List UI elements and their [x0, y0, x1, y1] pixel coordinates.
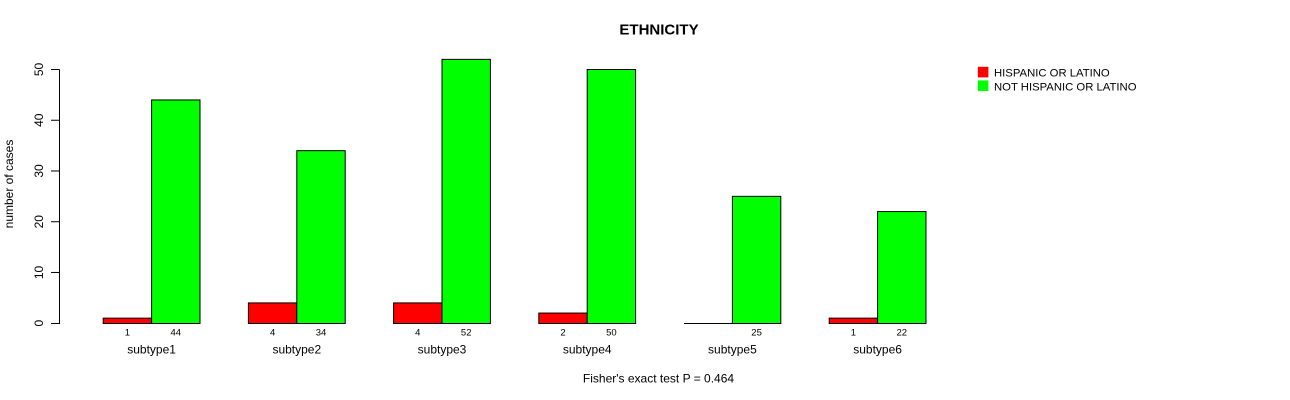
svg-text:subtype5: subtype5 [708, 343, 757, 357]
svg-text:10: 10 [32, 265, 46, 279]
svg-text:0: 0 [32, 320, 46, 327]
svg-text:30: 30 [32, 164, 46, 178]
svg-text:4: 4 [415, 328, 420, 339]
svg-text:NOT HISPANIC OR LATINO: NOT HISPANIC OR LATINO [994, 81, 1137, 93]
svg-text:4: 4 [270, 328, 275, 339]
svg-text:subtype2: subtype2 [272, 343, 321, 357]
svg-text:25: 25 [751, 328, 762, 339]
svg-text:40: 40 [32, 113, 46, 127]
svg-text:52: 52 [461, 328, 472, 339]
svg-text:subtype1: subtype1 [127, 343, 176, 357]
svg-text:20: 20 [32, 215, 46, 229]
svg-text:Fisher's exact test P = 0.464: Fisher's exact test P = 0.464 [583, 371, 734, 385]
svg-text:34: 34 [316, 328, 327, 339]
svg-text:subtype6: subtype6 [853, 343, 902, 357]
svg-text:2: 2 [560, 328, 565, 339]
svg-text:ETHNICITY: ETHNICITY [619, 21, 698, 38]
svg-text:50: 50 [606, 328, 617, 339]
svg-text:50: 50 [32, 63, 46, 77]
svg-text:number of cases: number of cases [2, 140, 16, 229]
svg-text:22: 22 [897, 328, 908, 339]
svg-text:44: 44 [171, 328, 182, 339]
svg-text:subtype4: subtype4 [563, 343, 612, 357]
svg-text:HISPANIC OR LATINO: HISPANIC OR LATINO [994, 68, 1110, 80]
svg-text:1: 1 [851, 328, 856, 339]
svg-text:subtype3: subtype3 [418, 343, 467, 357]
svg-text:1: 1 [125, 328, 130, 339]
